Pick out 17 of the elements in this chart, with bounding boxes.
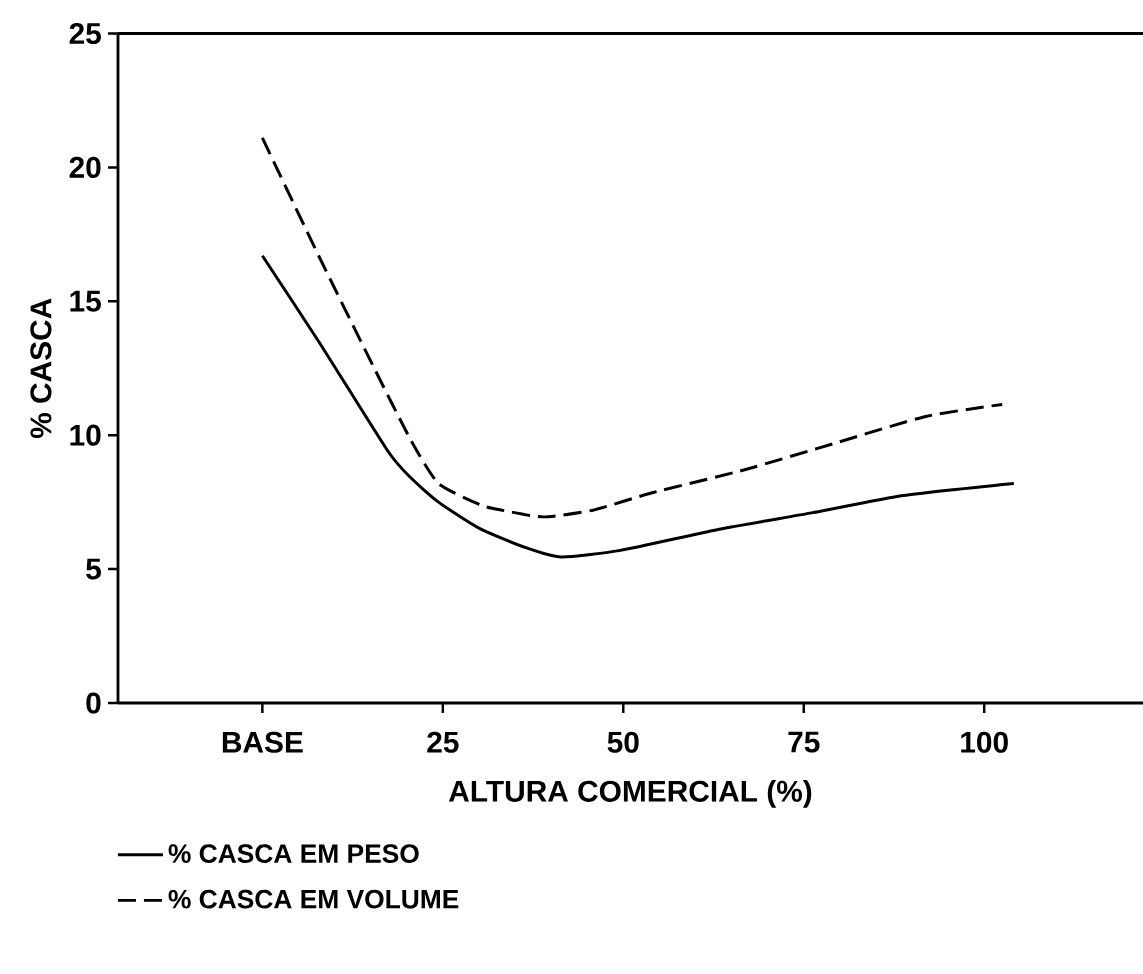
legend-label: % CASCA EM PESO — [168, 844, 419, 863]
y-tick-label: 10 — [70, 424, 101, 446]
y-tick-label: 25 — [69, 22, 101, 45]
x-axis-title: ALTURA COMERCIAL (%) — [448, 779, 812, 808]
y-tick-label: 5 — [86, 558, 101, 580]
x-tick-label: 50 — [607, 731, 639, 753]
y-tick-label: 0 — [86, 692, 101, 714]
y-tick-label: 15 — [70, 290, 101, 312]
y-axis-title: % CASCA — [30, 298, 52, 439]
x-tick-label: BASE — [222, 731, 303, 753]
x-tick-label: 75 — [788, 731, 820, 753]
line-series — [260, 254, 1016, 559]
x-tick-label: 100 — [961, 731, 1008, 753]
line-series — [260, 136, 1004, 519]
y-tick-label: 20 — [69, 156, 101, 178]
x-tick-label: 25 — [427, 731, 459, 753]
legend-label: % CASCA EM VOLUME — [168, 889, 459, 909]
